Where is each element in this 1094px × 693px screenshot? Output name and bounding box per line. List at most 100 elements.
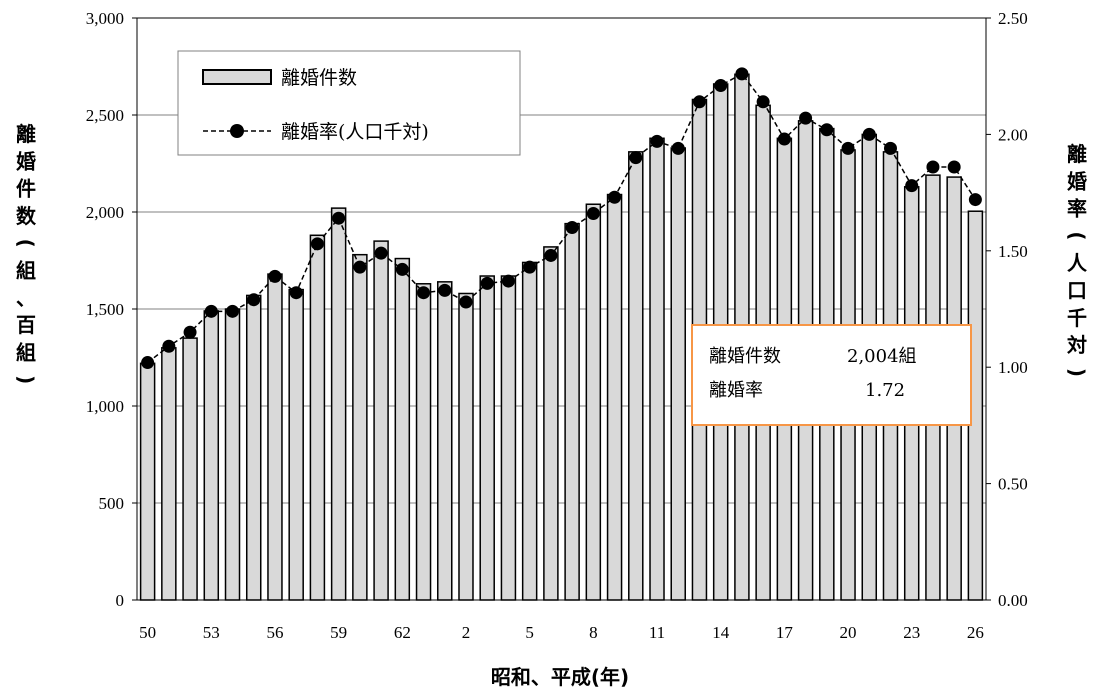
x-axis-ticks: 50 53 56 59 62 2 5 8 11 14 17 20 23 26 [139,623,984,642]
left-axis-title-char: ) [14,375,38,384]
left-tick-label: 2,500 [86,106,124,125]
bar [288,288,304,601]
annotation-count-label: 離婚件数 [709,346,781,367]
left-tick-label: 3,000 [86,9,124,28]
rate-point [968,193,982,207]
rate-point [226,304,240,318]
legend: 離婚件数 離婚率(人口千対) [177,50,521,156]
rate-point [841,141,855,155]
bar [628,151,644,601]
x-tick-label: 26 [967,623,984,642]
bar [373,240,389,601]
left-axis-title-char: 婚 [16,149,36,173]
rate-point [650,134,664,148]
left-axis-title-char: 件 [16,177,36,201]
left-tick-label: 2,000 [86,203,124,222]
rate-point [777,132,791,146]
x-tick-label: 50 [139,623,156,642]
right-axis-title-char: 率 [1067,197,1087,221]
left-axis-title-char: ( [14,239,38,248]
bar [564,222,580,601]
right-tick-label: 1.50 [998,242,1028,261]
bar [458,292,474,601]
bar [521,261,538,601]
right-axis-title-char: 婚 [1067,169,1087,193]
x-tick-label: 59 [330,623,347,642]
x-axis-title: 昭和、平成(年) [491,665,629,689]
bar [267,273,283,601]
bar [670,147,686,601]
rate-point [692,95,706,109]
x-tick-label: 14 [712,623,730,642]
x-tick-label: 62 [394,623,411,642]
rate-point [883,141,897,155]
left-tick-label: 0 [116,591,125,610]
bar [139,362,156,601]
x-tick-label: 17 [776,623,794,642]
legend-bar-swatch [202,69,272,85]
line-series [141,67,982,370]
rate-point [671,141,685,155]
rate-point [905,179,919,193]
rate-point [586,207,600,221]
bar [161,347,177,601]
rate-point [374,246,388,260]
right-tick-label: 0.00 [998,591,1028,610]
x-tick-label: 11 [649,623,665,642]
annotation-count-value: 2,004組 [847,346,917,367]
bar [543,246,559,601]
right-axis-title-char: 千 [1067,306,1087,330]
right-axis-ticks: 0.00 0.50 1.00 1.50 2.00 2.50 [986,9,1028,610]
right-axis-title-char: 離 [1067,142,1087,166]
rate-point [714,79,728,93]
bar [585,203,602,601]
bar [224,308,241,601]
bar [649,137,665,601]
annotation-rate-label: 離婚率 [709,380,763,401]
rate-point [523,260,537,274]
bar [309,234,326,601]
right-axis-title-char: ) [1065,368,1089,377]
left-axis-title-char: 組 [16,259,36,283]
x-tick-label: 53 [203,623,220,642]
x-tick-label: 56 [266,623,283,642]
rate-point [735,67,749,81]
rate-point [544,248,558,262]
rate-point [629,151,643,165]
right-axis-title: 離婚率 (人口千対) [1065,142,1089,377]
right-tick-label: 0.50 [998,475,1028,494]
rate-point [162,339,176,353]
right-axis-title-char: 口 [1067,279,1087,303]
x-tick-label: 5 [525,623,534,642]
left-tick-label: 1,500 [86,300,124,319]
rate-point [332,211,346,225]
rate-point [395,262,409,276]
rate-point [289,286,303,300]
left-tick-label: 500 [99,494,125,513]
bar [415,283,432,601]
left-tick-label: 1,000 [86,397,124,416]
bar [352,253,368,601]
bar [437,281,453,601]
annotation-rate-value: 1.72 [865,380,905,401]
rate-point [438,283,452,297]
rate-point [247,293,261,307]
right-tick-label: 2.00 [998,125,1028,144]
rate-point [756,95,770,109]
annotation-box [691,324,972,426]
rate-point [799,111,813,125]
legend-line-marker [230,124,244,138]
left-axis-title-char: 、 [16,286,36,310]
rate-point [565,221,579,235]
right-tick-label: 1.00 [998,358,1028,377]
rate-point [310,237,324,251]
rate-point [417,286,431,300]
left-axis-title-char: 離 [16,122,36,146]
x-tick-label: 23 [903,623,920,642]
bar [479,275,495,601]
bar [182,337,198,601]
rate-point [459,295,473,309]
bar [330,207,347,601]
bar [500,275,517,601]
